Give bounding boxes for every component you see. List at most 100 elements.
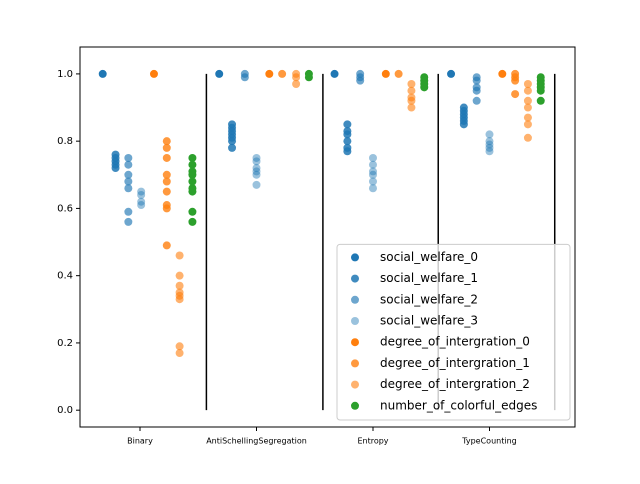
- point: [162, 204, 171, 213]
- point: [447, 69, 456, 78]
- point: [368, 184, 377, 193]
- point: [175, 251, 184, 260]
- point: [252, 153, 261, 162]
- y-tick-label: 0.0: [57, 405, 73, 416]
- point: [188, 170, 197, 179]
- point: [536, 96, 545, 105]
- x-tick-label: TypeCounting: [461, 437, 517, 446]
- legend: social_welfare_0 social_welfare_1 social_w…: [336, 243, 571, 421]
- point: [536, 86, 545, 95]
- point: [162, 137, 171, 146]
- point: [162, 170, 171, 179]
- legend-label: social_welfare_3: [380, 314, 478, 328]
- legend-marker: [351, 295, 359, 304]
- point: [252, 180, 261, 189]
- point: [523, 103, 532, 112]
- point: [485, 143, 494, 152]
- point: [188, 177, 197, 186]
- point: [368, 177, 377, 186]
- point: [188, 207, 197, 216]
- legend-marker: [351, 359, 359, 368]
- point: [124, 177, 133, 186]
- point: [368, 170, 377, 179]
- legend-label: degree_of_intergration_0: [380, 335, 530, 349]
- point: [188, 153, 197, 162]
- point: [124, 153, 133, 162]
- point: [459, 120, 468, 129]
- point: [162, 153, 171, 162]
- point: [149, 69, 158, 78]
- legend-marker: [351, 317, 359, 325]
- point: [162, 177, 171, 186]
- point: [252, 170, 261, 179]
- point: [265, 69, 274, 78]
- point: [368, 160, 377, 169]
- point: [175, 271, 184, 280]
- point: [420, 83, 429, 92]
- point: [175, 342, 184, 351]
- point: [381, 69, 390, 78]
- y-tick-label: 0.8: [57, 136, 73, 147]
- point: [252, 157, 261, 166]
- point: [523, 96, 532, 105]
- point: [188, 160, 197, 169]
- point: [188, 187, 197, 196]
- point: [485, 137, 494, 146]
- point: [472, 96, 481, 105]
- point: [343, 147, 352, 156]
- legend-label: social_welfare_2: [380, 292, 478, 306]
- point: [330, 69, 339, 78]
- point: [252, 164, 261, 173]
- y-tick-label: 1.0: [57, 69, 73, 80]
- point: [394, 69, 403, 78]
- point: [175, 349, 184, 358]
- point: [215, 69, 224, 78]
- point: [124, 217, 133, 226]
- point: [523, 79, 532, 88]
- y-tick-label: 0.6: [57, 203, 73, 214]
- point: [98, 69, 107, 78]
- point: [523, 120, 532, 129]
- plot-frame: [79, 46, 576, 428]
- y-tick-label: 0.2: [57, 338, 73, 349]
- x-tick-label: Binary: [127, 437, 153, 446]
- point: [523, 133, 532, 142]
- point: [485, 140, 494, 149]
- point: [523, 86, 532, 95]
- point: [368, 167, 377, 176]
- point: [228, 137, 237, 146]
- point: [523, 113, 532, 122]
- point: [175, 281, 184, 290]
- point: [137, 187, 146, 196]
- legend-label: number_of_colorful_edges: [380, 398, 537, 412]
- y-tick-label: 0.4: [57, 271, 73, 282]
- point: [124, 160, 133, 169]
- point: [240, 73, 249, 82]
- point: [292, 73, 301, 82]
- point: [343, 137, 352, 146]
- point: [485, 130, 494, 139]
- legend-marker: [351, 338, 359, 347]
- point: [162, 187, 171, 196]
- x-tick-label: Entropy: [357, 437, 388, 446]
- legend-box: [336, 243, 571, 421]
- legend-label: social_welfare_0: [380, 250, 478, 264]
- point: [472, 86, 481, 95]
- point: [188, 217, 197, 226]
- point: [511, 90, 520, 99]
- point: [343, 130, 352, 139]
- legend-marker: [351, 253, 359, 262]
- x-tick-label: AntiSchellingSegregation: [206, 437, 307, 446]
- legend-label: social_welfare_1: [380, 271, 478, 285]
- point: [368, 153, 377, 162]
- legend-marker: [351, 401, 359, 410]
- point: [292, 79, 301, 88]
- point: [228, 143, 237, 152]
- point: [124, 207, 133, 216]
- point: [175, 295, 184, 304]
- point: [252, 167, 261, 176]
- point: [124, 184, 133, 193]
- point: [137, 190, 146, 199]
- point: [511, 76, 520, 85]
